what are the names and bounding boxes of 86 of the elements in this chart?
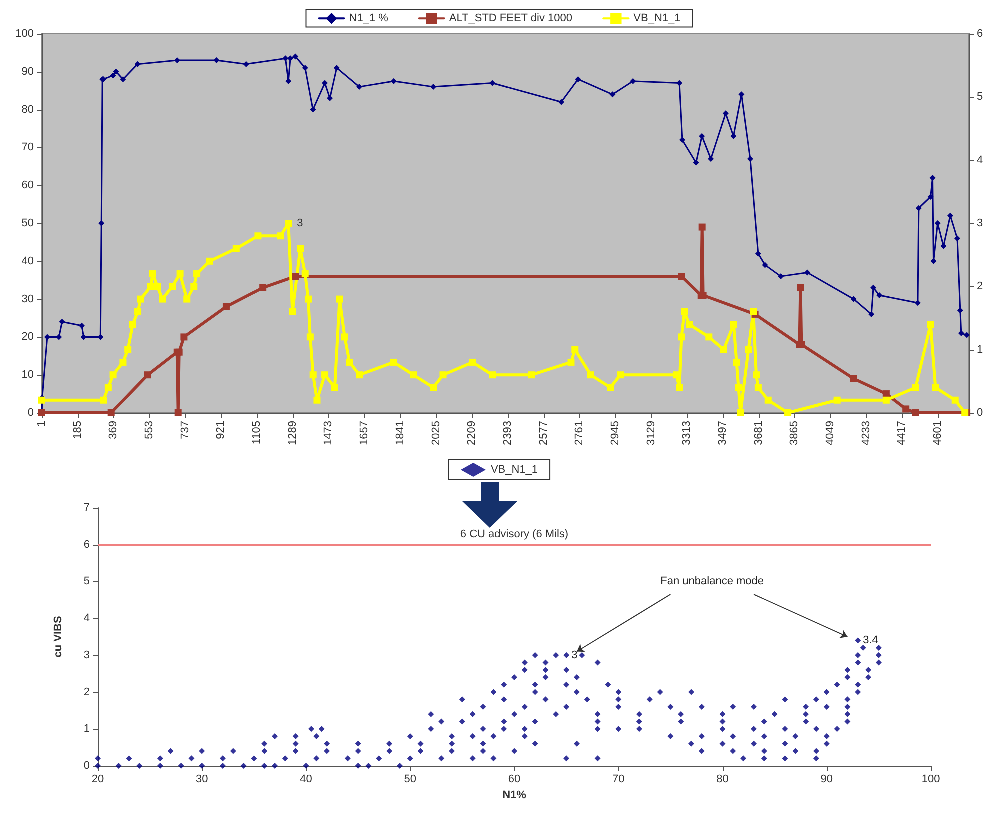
x-tick-label: 369 — [108, 421, 120, 440]
y2-tick-label: 2 — [977, 280, 984, 293]
y2-tick-label: 5 — [977, 91, 984, 104]
x-tick-label: 921 — [215, 421, 228, 440]
x-tick-label: 4417 — [896, 421, 908, 446]
ref-line-label: 6 CU advisory (6 Mils) — [460, 528, 569, 540]
x-tick-label: 1841 — [394, 421, 406, 446]
x-tick-label: 30 — [196, 774, 208, 786]
point — [902, 406, 910, 413]
y-tick-label: 30 — [22, 293, 34, 306]
point — [144, 372, 152, 379]
x-tick-label: 100 — [922, 774, 940, 786]
x-tick-label: 3129 — [645, 421, 658, 446]
point — [882, 390, 890, 398]
point — [797, 284, 804, 292]
x-tick-label: 40 — [300, 774, 312, 786]
x-tick-label: 3497 — [716, 421, 729, 446]
y-tick-label: 20 — [22, 331, 34, 344]
y-tick-label: 50 — [22, 218, 34, 230]
x-tick-label: 1289 — [286, 421, 299, 446]
x-tick-label: 70 — [612, 774, 625, 786]
y2-tick-label: 4 — [977, 154, 984, 166]
x-tick-label: 1657 — [358, 421, 371, 446]
annotation: 3 — [572, 649, 578, 662]
point — [222, 303, 230, 310]
y-tick-label: 1 — [84, 723, 90, 736]
x-tick-label: 2945 — [609, 421, 622, 446]
x-tick-label: 737 — [179, 421, 192, 440]
x-tick-label: 1105 — [251, 421, 264, 445]
x-tick-label: 2761 — [574, 421, 586, 446]
y-tick-label: 2 — [84, 686, 90, 698]
annotation: Fan unbalance mode — [660, 576, 764, 588]
x-axis-title: N1% — [502, 790, 527, 802]
y-tick-label: 7 — [84, 502, 90, 514]
point — [292, 273, 300, 280]
legend-label: VB_N1_1 — [490, 464, 538, 476]
point — [260, 284, 267, 292]
x-tick-label: 4049 — [824, 421, 837, 446]
y2-tick-label: 6 — [977, 28, 984, 40]
x-tick-label: 3865 — [788, 421, 801, 446]
y-tick-label: 80 — [22, 104, 34, 116]
x-tick-label: 3681 — [752, 421, 765, 446]
point — [174, 410, 182, 416]
x-tick-label: 3313 — [681, 421, 694, 446]
y-tick-label: 3 — [84, 649, 90, 662]
point — [180, 334, 188, 341]
y-tick-label: 70 — [22, 142, 34, 154]
point — [850, 375, 858, 382]
legend-label: VB_N1_1 — [634, 12, 681, 25]
x-tick-label: 2025 — [430, 421, 442, 446]
data-label: 3 — [297, 218, 304, 230]
point — [108, 410, 115, 416]
y-tick-label: 0 — [28, 407, 34, 419]
x-tick-label: 4233 — [860, 421, 872, 446]
y-tick-label: 90 — [22, 66, 34, 78]
point — [698, 224, 706, 231]
y-tick-label: 5 — [84, 576, 90, 588]
x-tick-label: 553 — [144, 421, 156, 440]
x-tick-label: 50 — [404, 774, 416, 786]
x-tick-label: 1473 — [322, 421, 335, 446]
y-tick-label: 40 — [22, 255, 34, 268]
x-tick-label: 2577 — [538, 421, 550, 446]
y-axis-title: cu VIBS — [52, 616, 64, 658]
y2-tick-label: 3 — [977, 218, 984, 230]
annotation: 3.4 — [863, 634, 878, 647]
x-tick-label: 1 — [36, 421, 48, 428]
y-tick-label: 60 — [22, 180, 34, 192]
x-tick-label: 90 — [820, 774, 833, 786]
x-tick-label: 2209 — [466, 421, 478, 446]
y-tick-label: 6 — [84, 538, 90, 551]
point — [678, 273, 686, 280]
legend-label: ALT_STD FEET div 1000 — [449, 12, 572, 25]
y-tick-label: 100 — [16, 28, 34, 40]
x-tick-label: 2393 — [502, 421, 514, 446]
y-tick-label: 0 — [84, 760, 90, 772]
x-tick-label: 20 — [92, 774, 104, 786]
x-tick-label: 4601 — [932, 421, 944, 446]
x-tick-label: 60 — [508, 774, 521, 786]
legend-label: N1_1 % — [349, 12, 389, 25]
x-tick-label: 185 — [72, 421, 84, 440]
y2-tick-label: 1 — [977, 344, 984, 356]
x-tick-label: 80 — [716, 774, 729, 786]
point — [912, 410, 920, 416]
y2-tick-label: 0 — [977, 407, 984, 419]
y-tick-label: 10 — [22, 369, 34, 382]
y-tick-label: 4 — [84, 612, 90, 625]
